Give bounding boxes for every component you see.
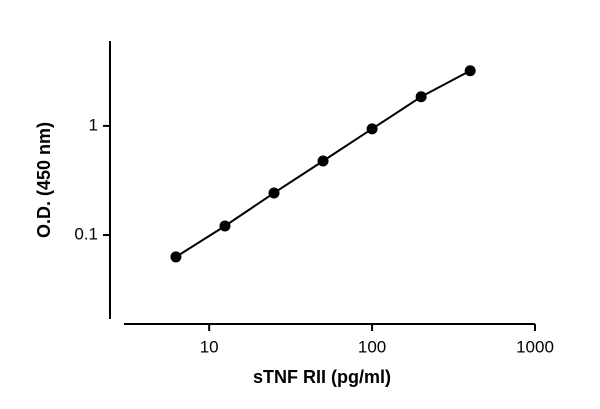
data-point bbox=[366, 123, 378, 135]
y-tick-label: 0.1 bbox=[74, 225, 98, 244]
data-point bbox=[268, 187, 280, 199]
data-point bbox=[464, 65, 476, 77]
y-tick-label: 1 bbox=[89, 115, 98, 134]
data-point bbox=[170, 251, 182, 263]
x-axis-title: sTNF RII (pg/ml) bbox=[253, 367, 391, 387]
data-point bbox=[415, 91, 427, 103]
y-axis-title: O.D. (450 nm) bbox=[34, 122, 54, 238]
data-point bbox=[317, 155, 329, 167]
x-tick-label: 100 bbox=[358, 337, 386, 356]
x-tick-label: 10 bbox=[200, 337, 219, 356]
data-point bbox=[219, 220, 231, 232]
x-tick-label: 1000 bbox=[516, 337, 554, 356]
